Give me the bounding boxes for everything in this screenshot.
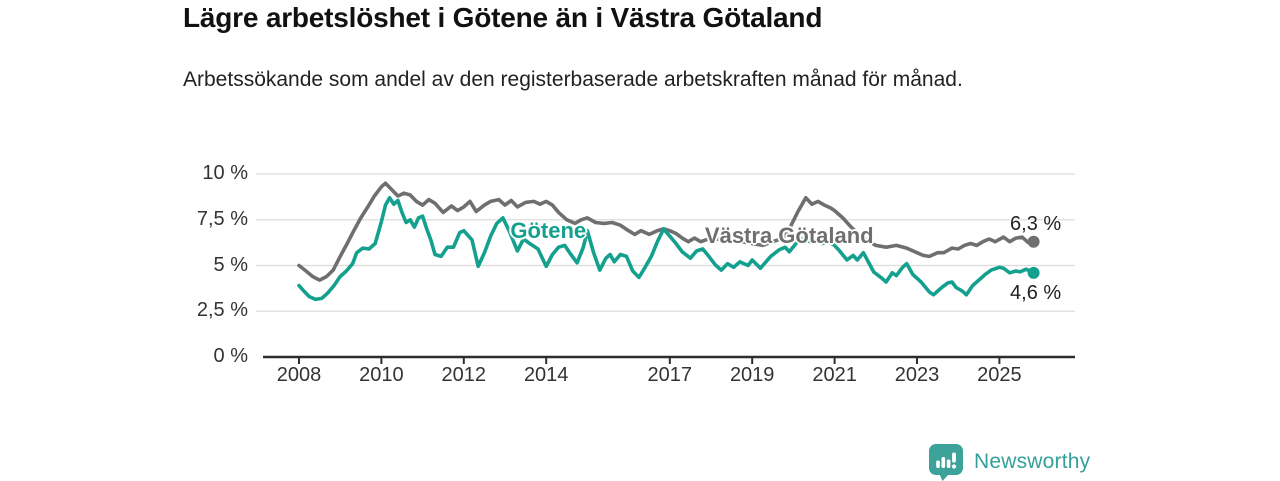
page-title: Lägre arbetslöshet i Götene än i Västra … [183,2,823,33]
series-end-dot [1027,235,1040,248]
y-tick-label: 5 % [213,253,248,276]
x-tick-label: 2021 [812,364,857,386]
x-tick-label: 2010 [359,364,404,386]
x-tick-label: 2008 [276,364,322,386]
newsworthy-logo-icon [929,444,963,481]
x-tick-label: 2019 [729,364,775,386]
series-label-v-stra-g-taland: Västra Götaland [704,223,874,249]
brand-wordmark: Newsworthy [974,450,1091,473]
series-line-g-tene [297,196,1036,302]
newsworthy-brand-link[interactable]: Newsworthy [928,443,1090,481]
x-tick-label: 2012 [441,364,487,386]
x-tick-label: 2023 [894,364,940,386]
y-tick-label: 10 % [202,162,248,184]
x-tick-label: 2025 [977,364,1022,386]
series-label-g-tene: Götene [510,217,587,243]
end-value-label: 6,3 % [1010,212,1062,235]
x-tick-label: 2014 [523,364,569,386]
chart-subtitle: Arbetssökande som andel av den registerb… [183,68,963,91]
y-tick-label: 0 % [213,345,248,367]
series-line-v-stra-g-taland [297,181,1036,282]
x-tick-label: 2017 [647,364,693,386]
y-tick-label: 7,5 % [196,207,248,230]
series-end-dot [1027,266,1040,279]
end-value-label: 4,6 % [1010,281,1062,304]
y-tick-label: 2,5 % [196,299,248,322]
